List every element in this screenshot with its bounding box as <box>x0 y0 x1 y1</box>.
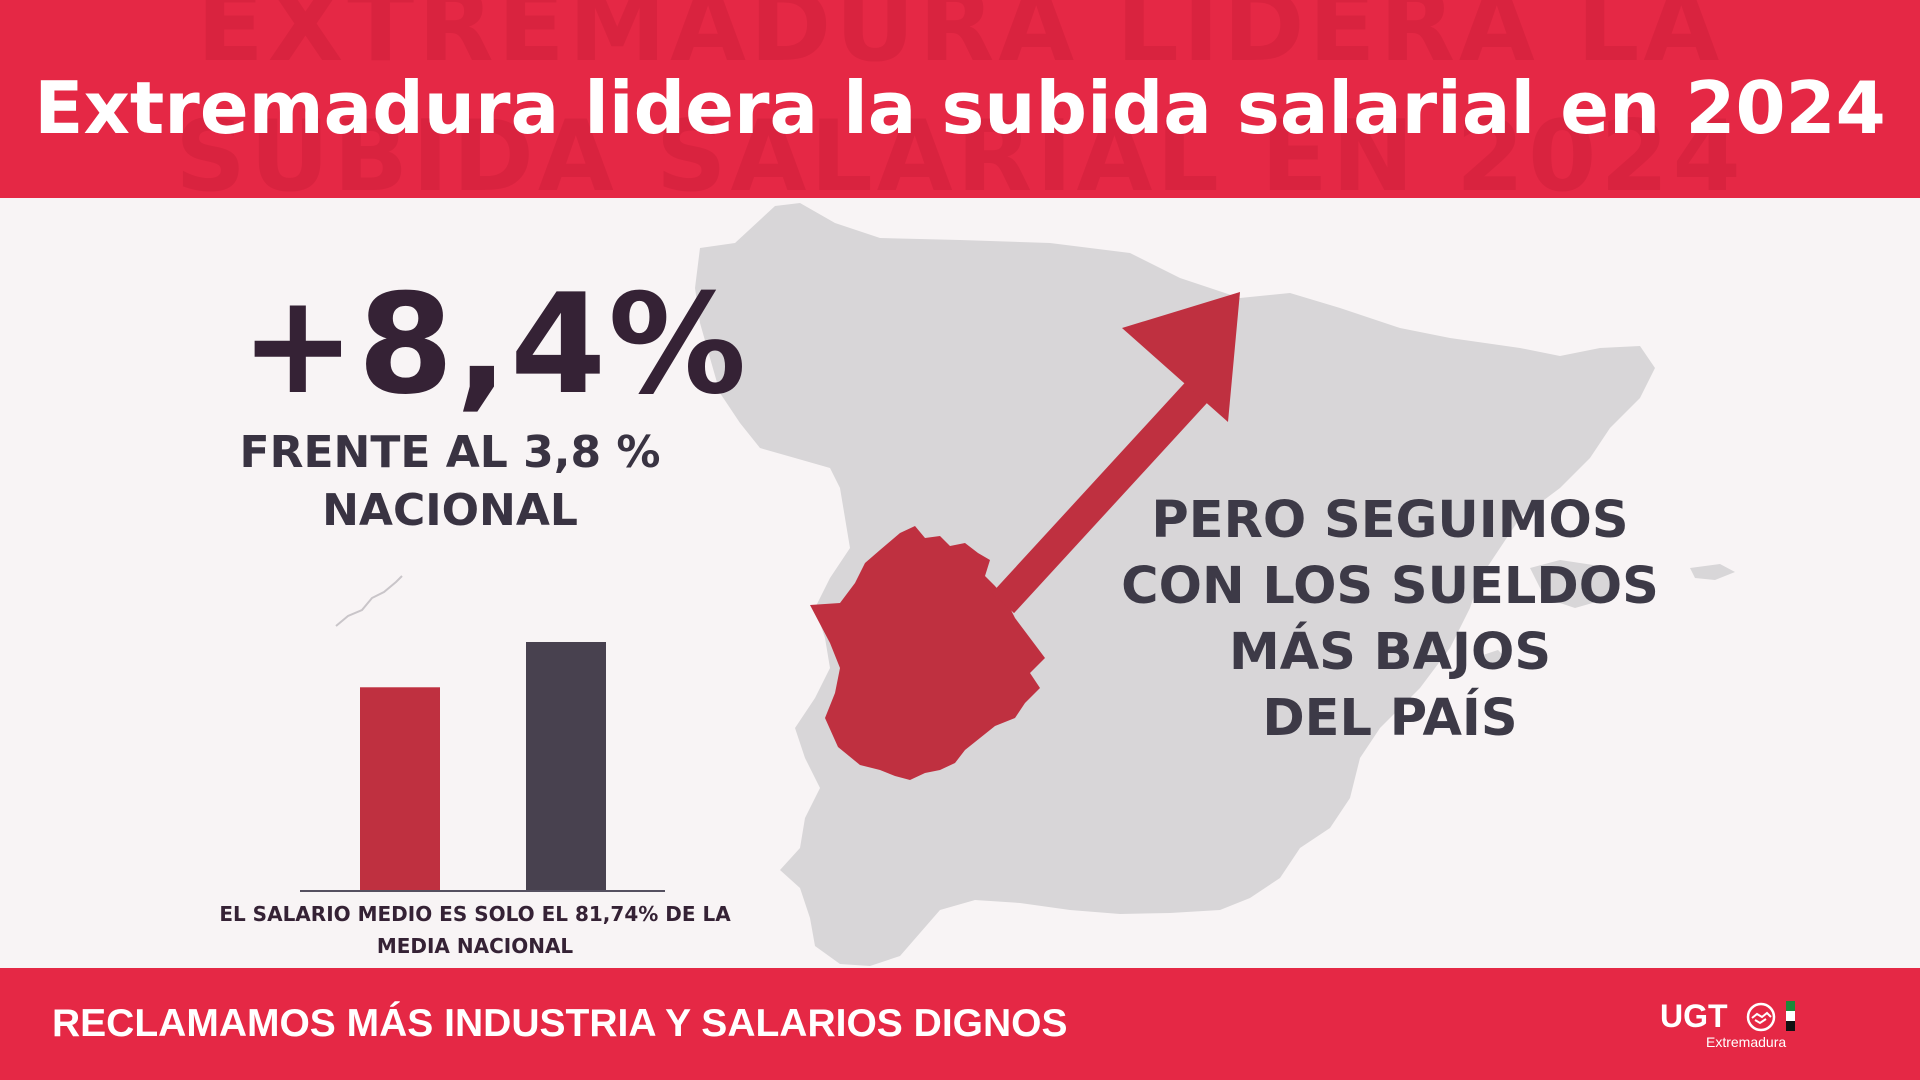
upward-arrow <box>991 292 1240 614</box>
spain-silhouette <box>695 203 1655 966</box>
logo-text: UGT <box>1660 998 1728 1034</box>
balearic-island-mallorca <box>1530 560 1620 608</box>
spain-map <box>335 203 1735 966</box>
arrow-head <box>1122 292 1240 422</box>
flag-stripe-3 <box>1786 1021 1795 1031</box>
coastline-fragment <box>335 575 403 627</box>
handshake-icon <box>1746 1002 1776 1032</box>
comparison-line-2: NACIONAL <box>322 485 578 536</box>
chart-bar-2 <box>526 642 606 890</box>
comparison-line-1: FRENTE AL 3,8 % <box>239 427 661 478</box>
header-ghost-text-bottom: SUBIDA SALARIAL EN 2024 <box>175 100 1745 198</box>
chart-caption: EL SALARIO MEDIO ES SOLO EL 81,74% DE LA… <box>219 902 731 958</box>
balearic-island-menorca <box>1690 564 1735 580</box>
message-line-1: PERO SEGUIMOS <box>1151 491 1629 550</box>
page-title: Extremadura lidera la subida salarial en… <box>34 66 1886 150</box>
message-line-4: DEL PAÍS <box>1262 689 1518 748</box>
footer-banner: RECLAMAMOS MÁS INDUSTRIA Y SALARIOS DIGN… <box>0 968 1920 1080</box>
headline-percent: +8,4% <box>240 264 749 425</box>
lowest-wages-message: PERO SEGUIMOS CON LOS SUELDOS MÁS BAJOS … <box>1110 488 1670 752</box>
header-ghost-text-top: EXTREMADURA LIDERA LA <box>196 0 1724 84</box>
flag-stripe-1 <box>1786 1001 1795 1011</box>
balearic-island-ibiza <box>1480 650 1508 670</box>
message-line-3: MÁS BAJOS <box>1228 623 1552 682</box>
extremadura-region <box>810 526 1045 780</box>
logo-subtext: Extremadura <box>1706 1034 1787 1050</box>
header-banner: EXTREMADURA LIDERA LA SUBIDA SALARIAL EN… <box>0 0 1920 198</box>
flag-stripe-2 <box>1786 1011 1795 1021</box>
national-comparison: FRENTE AL 3,8 % NACIONAL <box>220 424 680 540</box>
extremadura-flag <box>1786 1001 1795 1031</box>
salary-bar-chart <box>300 642 665 892</box>
message-line-2: CON LOS SUELDOS <box>1121 557 1659 616</box>
footer-slogan: RECLAMAMOS MÁS INDUSTRIA Y SALARIOS DIGN… <box>52 1002 1068 1045</box>
ugt-logo: UGT Extremadura <box>1658 998 1798 1058</box>
chart-bar-1 <box>360 687 440 890</box>
main-panel: +8,4% FRENTE AL 3,8 % NACIONAL EL SALARI… <box>0 198 1920 968</box>
